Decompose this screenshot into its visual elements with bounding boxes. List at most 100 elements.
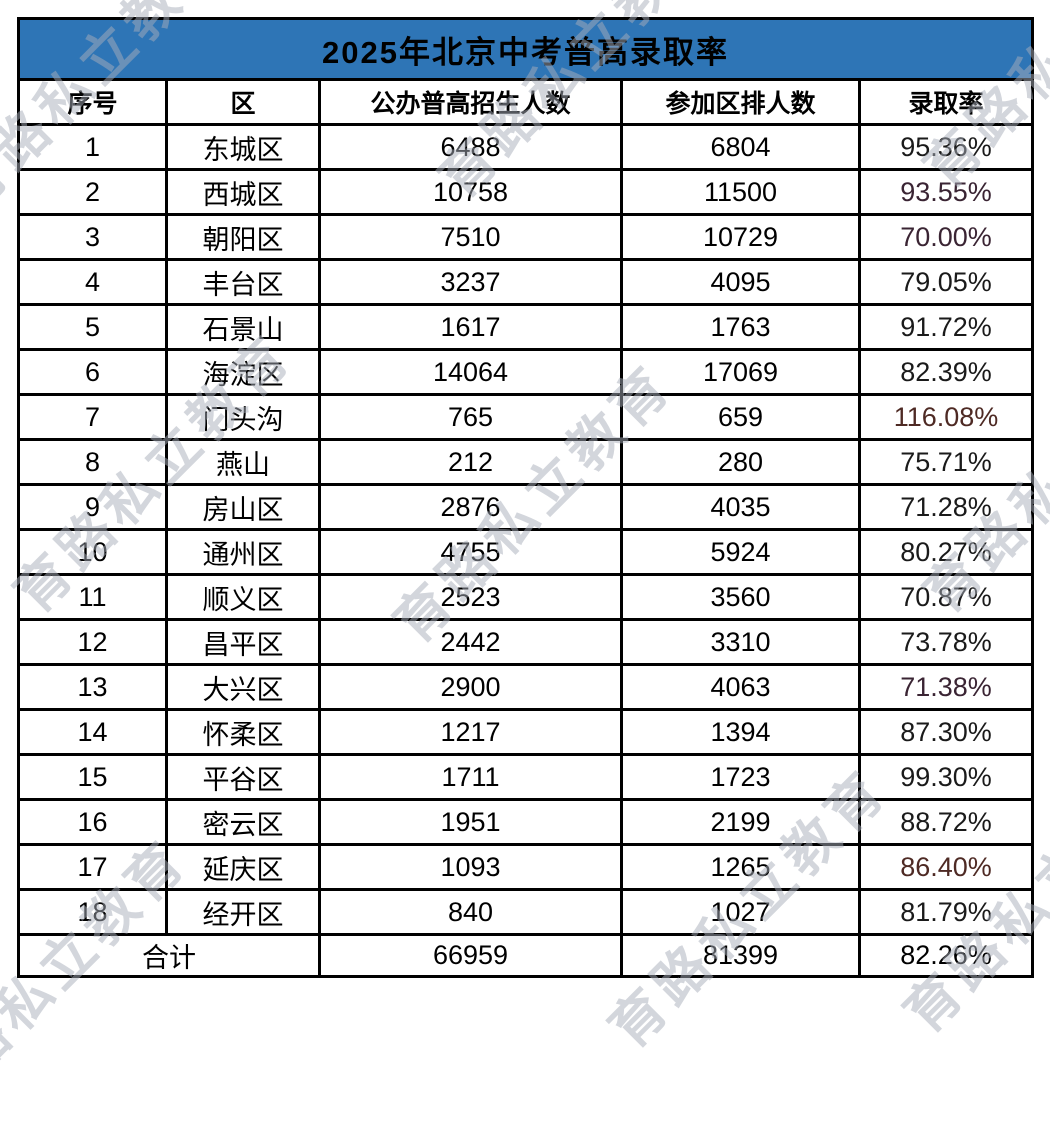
district-name: 通州区 bbox=[165, 528, 321, 576]
enrolled-count: 2523 bbox=[318, 573, 623, 621]
district-name: 怀柔区 bbox=[165, 708, 321, 756]
table-row: 3 朝阳区 7510 10729 70.00% bbox=[17, 213, 1035, 261]
district-name: 门头沟 bbox=[165, 393, 321, 441]
row-number: 3 bbox=[17, 213, 168, 261]
table-row: 14 怀柔区 1217 1394 87.30% bbox=[17, 708, 1035, 756]
enrolled-count: 4755 bbox=[318, 528, 623, 576]
table-row: 18 经开区 840 1027 81.79% bbox=[17, 888, 1035, 936]
admission-rate: 81.79% bbox=[857, 888, 1035, 936]
column-header-district: 区 bbox=[165, 78, 321, 126]
total-label: 合计 bbox=[17, 933, 321, 978]
participants-count: 1394 bbox=[620, 708, 861, 756]
table-row: 8 燕山 212 280 75.71% bbox=[17, 438, 1035, 486]
admission-rate: 82.39% bbox=[857, 348, 1035, 396]
participants-count: 3560 bbox=[620, 573, 861, 621]
participants-count: 1763 bbox=[620, 303, 861, 351]
row-number: 5 bbox=[17, 303, 168, 351]
row-number: 2 bbox=[17, 168, 168, 216]
enrolled-count: 840 bbox=[318, 888, 623, 936]
row-number: 1 bbox=[17, 123, 168, 171]
district-name: 燕山 bbox=[165, 438, 321, 486]
admission-rate: 75.71% bbox=[857, 438, 1035, 486]
district-name: 延庆区 bbox=[165, 843, 321, 891]
table-row: 7 门头沟 765 659 116.08% bbox=[17, 393, 1035, 441]
district-name: 大兴区 bbox=[165, 663, 321, 711]
participants-count: 2199 bbox=[620, 798, 861, 846]
enrolled-count: 2900 bbox=[318, 663, 623, 711]
enrolled-count: 1951 bbox=[318, 798, 623, 846]
participants-count: 11500 bbox=[620, 168, 861, 216]
row-number: 11 bbox=[17, 573, 168, 621]
district-name: 西城区 bbox=[165, 168, 321, 216]
admission-rate: 70.87% bbox=[857, 573, 1035, 621]
enrolled-count: 1711 bbox=[318, 753, 623, 801]
participants-count: 5924 bbox=[620, 528, 861, 576]
table-row: 15 平谷区 1711 1723 99.30% bbox=[17, 753, 1035, 801]
total-participants-count: 81399 bbox=[620, 933, 861, 978]
table-row: 12 昌平区 2442 3310 73.78% bbox=[17, 618, 1035, 666]
district-name: 东城区 bbox=[165, 123, 321, 171]
row-number: 12 bbox=[17, 618, 168, 666]
admission-rate: 71.28% bbox=[857, 483, 1035, 531]
table-row: 2 西城区 10758 11500 93.55% bbox=[17, 168, 1035, 216]
admission-rate: 80.27% bbox=[857, 528, 1035, 576]
admission-rate-table: 2025年北京中考普高录取率 序号 区 公办普高招生人数 参加区排人数 录取率 … bbox=[16, 17, 1035, 978]
participants-count: 3310 bbox=[620, 618, 861, 666]
enrolled-count: 765 bbox=[318, 393, 623, 441]
row-number: 16 bbox=[17, 798, 168, 846]
participants-count: 1265 bbox=[620, 843, 861, 891]
row-number: 17 bbox=[17, 843, 168, 891]
participants-count: 280 bbox=[620, 438, 861, 486]
participants-count: 1027 bbox=[620, 888, 861, 936]
admission-rate: 99.30% bbox=[857, 753, 1035, 801]
row-number: 18 bbox=[17, 888, 168, 936]
row-number: 13 bbox=[17, 663, 168, 711]
table-body: 1 东城区 6488 6804 95.36% 2 西城区 10758 11500 93.55% 3 朝… bbox=[17, 123, 1035, 936]
table-title: 2025年北京中考普高录取率 bbox=[16, 17, 1035, 81]
row-number: 10 bbox=[17, 528, 168, 576]
admission-rate: 73.78% bbox=[857, 618, 1035, 666]
participants-count: 17069 bbox=[620, 348, 861, 396]
table-row: 10 通州区 4755 5924 80.27% bbox=[17, 528, 1035, 576]
table-row: 5 石景山 1617 1763 91.72% bbox=[17, 303, 1035, 351]
admission-rate: 87.30% bbox=[857, 708, 1035, 756]
participants-count: 1723 bbox=[620, 753, 861, 801]
district-name: 海淀区 bbox=[165, 348, 321, 396]
admission-rate: 93.55% bbox=[857, 168, 1035, 216]
admission-rate: 91.72% bbox=[857, 303, 1035, 351]
row-number: 8 bbox=[17, 438, 168, 486]
district-name: 丰台区 bbox=[165, 258, 321, 306]
enrolled-count: 1217 bbox=[318, 708, 623, 756]
table-row: 4 丰台区 3237 4095 79.05% bbox=[17, 258, 1035, 306]
admission-rate: 95.36% bbox=[857, 123, 1035, 171]
enrolled-count: 14064 bbox=[318, 348, 623, 396]
table-row: 16 密云区 1951 2199 88.72% bbox=[17, 798, 1035, 846]
admission-rate: 86.40% bbox=[857, 843, 1035, 891]
enrolled-count: 2442 bbox=[318, 618, 623, 666]
enrolled-count: 6488 bbox=[318, 123, 623, 171]
enrolled-count: 2876 bbox=[318, 483, 623, 531]
enrolled-count: 10758 bbox=[318, 168, 623, 216]
enrolled-count: 212 bbox=[318, 438, 623, 486]
district-name: 朝阳区 bbox=[165, 213, 321, 261]
district-name: 平谷区 bbox=[165, 753, 321, 801]
district-name: 房山区 bbox=[165, 483, 321, 531]
header-row: 序号 区 公办普高招生人数 参加区排人数 录取率 bbox=[17, 78, 1035, 126]
row-number: 9 bbox=[17, 483, 168, 531]
admission-rate: 116.08% bbox=[857, 393, 1035, 441]
table-row: 1 东城区 6488 6804 95.36% bbox=[17, 123, 1035, 171]
enrolled-count: 3237 bbox=[318, 258, 623, 306]
admission-rate: 70.00% bbox=[857, 213, 1035, 261]
district-name: 顺义区 bbox=[165, 573, 321, 621]
participants-count: 4063 bbox=[620, 663, 861, 711]
column-header-no: 序号 bbox=[17, 78, 168, 126]
participants-count: 10729 bbox=[620, 213, 861, 261]
district-name: 昌平区 bbox=[165, 618, 321, 666]
table-row: 11 顺义区 2523 3560 70.87% bbox=[17, 573, 1035, 621]
participants-count: 659 bbox=[620, 393, 861, 441]
participants-count: 6804 bbox=[620, 123, 861, 171]
column-header-rate: 录取率 bbox=[857, 78, 1035, 126]
enrolled-count: 1617 bbox=[318, 303, 623, 351]
row-number: 6 bbox=[17, 348, 168, 396]
table-row: 17 延庆区 1093 1265 86.40% bbox=[17, 843, 1035, 891]
